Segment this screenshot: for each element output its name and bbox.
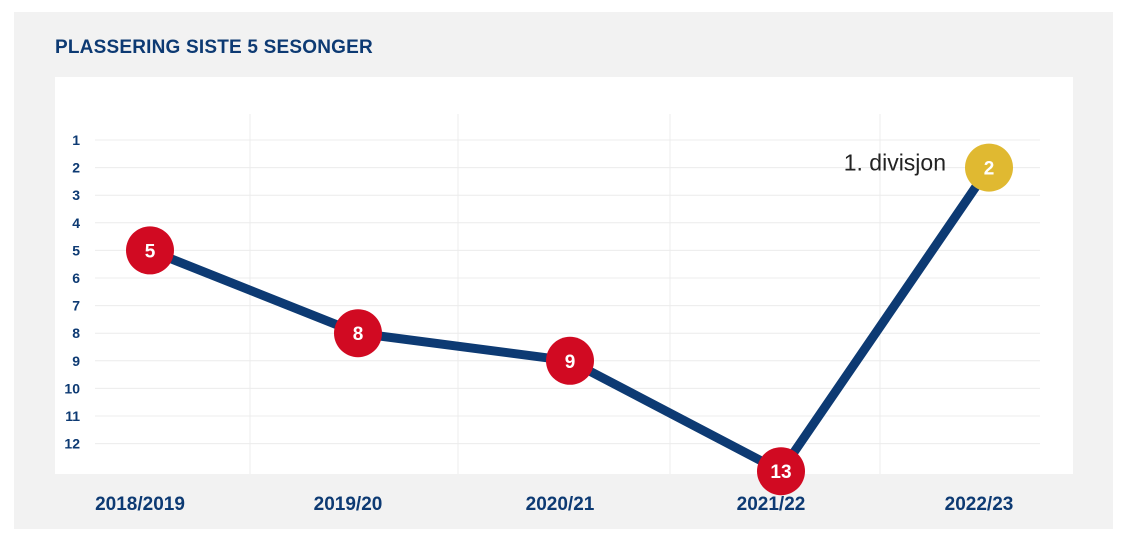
- y-tick-label: 9: [72, 353, 80, 369]
- x-tick-label: 2021/22: [737, 494, 806, 515]
- chart-title: PLASSERING SISTE 5 SESONGER: [55, 37, 373, 58]
- data-point-label: 13: [770, 462, 791, 483]
- x-axis: 2018/2019 2019/20 2020/21 2021/22 2022/23: [95, 494, 1013, 515]
- data-point-marker: [546, 336, 594, 385]
- data-point-label: 8: [353, 324, 364, 345]
- x-tick-label: 2020/21: [526, 494, 595, 515]
- data-point-label: 5: [145, 241, 156, 262]
- y-tick-label: 2: [72, 160, 80, 176]
- y-tick-label: 4: [72, 215, 80, 231]
- data-point-marker: [126, 226, 174, 275]
- y-tick-label: 7: [72, 298, 80, 314]
- x-tick-label: 2022/23: [945, 494, 1014, 515]
- y-tick-label: 1: [72, 132, 80, 148]
- data-point-label: 9: [565, 352, 576, 373]
- data-point-marker: [334, 309, 382, 358]
- y-tick-label: 11: [65, 408, 80, 424]
- annotation-label: 1. divisjon: [844, 150, 946, 176]
- data-point-marker: [757, 447, 805, 496]
- data-point-marker: [965, 143, 1013, 192]
- y-tick-label: 8: [72, 325, 80, 341]
- y-tick-label: 3: [72, 187, 80, 203]
- x-tick-label: 2019/20: [314, 494, 383, 515]
- data-points: 5 8 9 13 2: [126, 143, 1013, 496]
- y-tick-label: 12: [64, 436, 80, 452]
- x-tick-label: 2018/2019: [95, 494, 185, 515]
- y-tick-label: 6: [72, 270, 80, 286]
- data-point-label: 2: [984, 159, 995, 180]
- y-tick-label: 10: [64, 380, 80, 396]
- y-tick-label: 5: [72, 242, 80, 258]
- grid: [95, 114, 1040, 474]
